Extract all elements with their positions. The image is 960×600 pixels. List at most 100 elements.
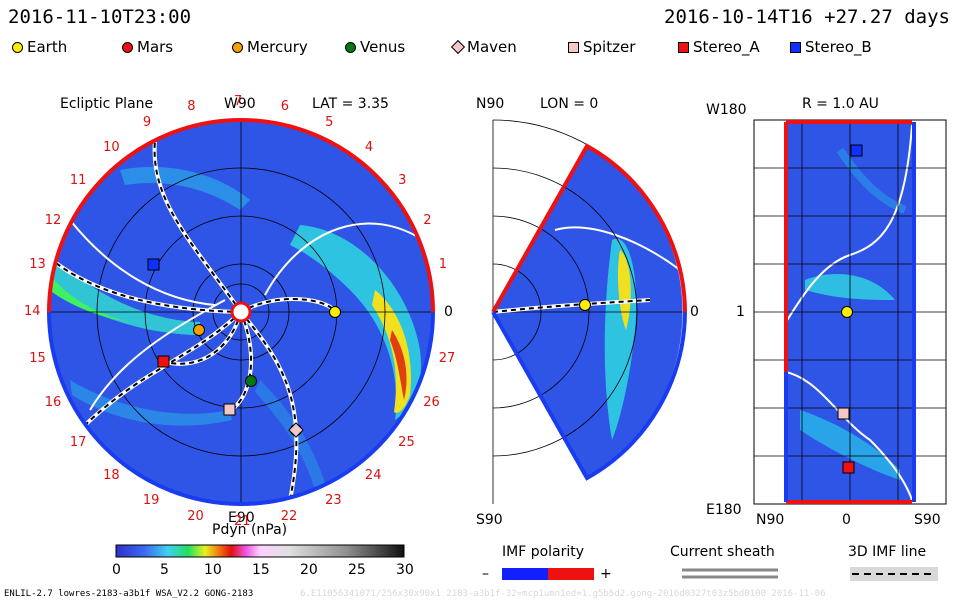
pdyn-colorbar [115,544,405,558]
earth-marker-meridional [579,299,591,311]
model-info: ENLIL-2.7 lowres-2183-a3b1f WSA_V2.2 GON… [4,589,254,599]
radial-axis-zero: 0 [842,512,851,528]
imf-plus-label: + [600,566,612,582]
ecliptic-title: Ecliptic Plane [60,96,154,112]
sector-label: 16 [44,395,62,411]
sector-label: 24 [364,468,382,484]
sector-label: 26 [423,395,440,411]
earth-marker [329,306,341,318]
sector-label: 5 [325,114,334,130]
legend-label: Stereo_B [805,38,872,56]
radial-top-left-label: W180 [706,102,747,118]
reference-time: 2016-10-14T16 +27.27 days [664,6,950,28]
spitzer-marker-map [837,407,850,420]
radial-axis-n90: N90 [756,512,785,528]
radial-title: R = 1.0 AU [802,96,879,112]
sector-label: 25 [398,434,415,450]
spitzer-marker [223,403,236,416]
radial-axis-s90: S90 [914,512,941,528]
legend-label: Venus [360,38,406,56]
earth-marker-icon [12,41,23,53]
mercury-marker-icon [232,41,243,53]
imf-polarity-label: IMF polarity [502,544,585,560]
sector-label: 13 [29,257,46,273]
legend-item-mars: Mars [122,38,173,56]
legend-item-stereo-b: Stereo_B [790,38,872,56]
colorbar-tick-label: 5 [160,562,169,578]
stereo-a-marker [157,355,170,368]
meridional-bottom-label: S90 [476,512,503,528]
stereo-b-marker-icon [790,41,801,53]
radial-mid-left-label: 1 [736,304,745,320]
sector-label: 7 [234,94,243,109]
sector-label: 20 [187,508,204,524]
run-info: 6.E11056341071/256x30x90x1 2183-a3b1f-32… [300,589,826,599]
sector-label: 11 [69,173,87,189]
colorbar-tick-label: 10 [204,562,222,578]
legend-item-stereo-a: Stereo_A [678,38,760,56]
sector-label: 18 [103,468,120,484]
sector-label: 4 [364,139,374,155]
colorbar-tick-label: 20 [300,562,318,578]
sector-label: 22 [280,508,298,524]
imf-negative-bar [502,568,548,580]
stereo-a-marker-map [842,461,855,474]
latitude-label: LAT = 3.35 [312,96,389,112]
legend-label: Maven [467,38,517,56]
ecliptic-plane-panel [47,118,435,506]
ecliptic-top-label: W90 [224,96,256,112]
stereo-a-marker-icon [678,41,689,53]
sector-label: 8 [187,99,196,115]
sector-label: 14 [24,304,41,319]
ecliptic-bottom-label: E90 [228,510,255,526]
sector-label: 6 [280,99,289,115]
sector-label: 1 [438,257,448,273]
radial-bottom-left-label: E180 [706,502,742,518]
colorbar-tick-label: 30 [396,562,414,578]
simulation-time: 2016-11-10T23:00 [8,6,192,28]
imf-minus-label: – [482,566,489,582]
legend-item-spitzer: Spitzer [568,38,635,56]
spitzer-marker-icon [568,41,579,53]
legend-label: Mercury [247,38,308,56]
legend-item-venus: Venus [345,38,405,56]
radial-map-panel [753,119,947,505]
legend-label: Spitzer [583,38,636,56]
sector-label: 27 [438,350,456,366]
mercury-marker [193,324,205,336]
mars-marker-icon [122,41,133,53]
legend-label: Mars [137,38,174,56]
sector-label: 10 [103,139,120,155]
sector-label: 21 [234,514,251,529]
legend-item-earth: Earth [12,38,67,56]
sector-label: 19 [142,493,160,509]
earth-marker-map [841,306,853,318]
meridional-plane-panel [491,119,687,504]
sector-label: 2 [423,212,432,228]
legend-item-maven: Maven [450,38,517,56]
maven-marker [288,422,304,438]
meridional-top-label: N90 [476,96,505,112]
sector-label: 23 [325,493,342,509]
colorbar-tick-label: 25 [348,562,366,578]
sector-label: 3 [398,173,407,189]
current-sheath-label: Current sheath [670,544,775,560]
legend-label: Stereo_A [693,38,760,56]
sector-label: 17 [69,434,87,450]
meridional-right-label: 0 [690,304,699,320]
legend-label: Earth [27,38,68,56]
imf-line-label: 3D IMF line [848,544,927,560]
legend-item-mercury: Mercury [232,38,308,56]
colorbar-tick-label: 15 [252,562,270,578]
ecliptic-right-label: 0 [444,304,453,320]
stereo-b-marker [147,258,160,271]
colorbar-tick-label: 0 [112,562,121,578]
colorbar-title: Pdyn (nPa) [212,522,288,538]
sector-label: 12 [44,212,62,228]
longitude-label: LON = 0 [540,96,599,112]
stereo-b-marker-map [850,144,863,157]
sector-label: 9 [142,114,152,130]
imf-positive-bar [548,568,594,580]
sector-label: 15 [29,350,46,366]
venus-marker [245,375,257,387]
